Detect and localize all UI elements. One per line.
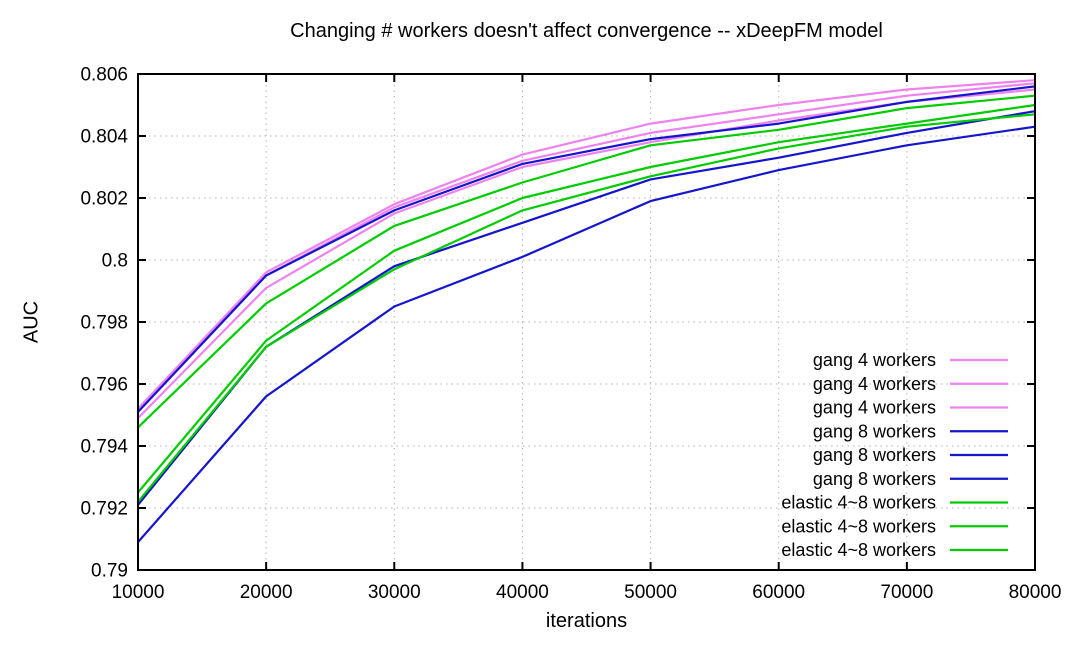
- x-tick-label: 50000: [624, 582, 677, 603]
- legend-label: gang 4 workers: [813, 350, 936, 370]
- series-line-5: [136, 125, 1037, 544]
- y-tick-label: 0.802: [80, 189, 128, 210]
- legend-label: elastic 4~8 workers: [781, 516, 936, 536]
- x-tick-label: 30000: [368, 582, 421, 603]
- series-line-3: [136, 85, 1037, 413]
- legend-label: gang 4 workers: [813, 374, 936, 394]
- x-tick-label: 40000: [496, 582, 549, 603]
- y-tick-label: 0.792: [80, 499, 128, 520]
- x-axis-label: iterations: [545, 610, 628, 632]
- x-tick-label: 20000: [240, 582, 293, 603]
- series-line-7: [136, 103, 1037, 494]
- legend-label: elastic 4~8 workers: [781, 540, 936, 560]
- x-tick-label: 70000: [880, 582, 933, 603]
- y-tick-label: 0.796: [80, 375, 128, 396]
- series-line-0: [136, 79, 1037, 410]
- legend-label: gang 8 workers: [813, 445, 936, 465]
- y-tick-label: 0.79: [91, 561, 128, 582]
- series-line-8: [136, 113, 1037, 503]
- legend-label: elastic 4~8 workers: [781, 493, 936, 513]
- legend-label: gang 4 workers: [813, 398, 936, 418]
- y-tick-label: 0.804: [80, 127, 128, 148]
- y-tick-label: 0.8: [102, 251, 128, 272]
- x-tick-label: 10000: [112, 582, 165, 603]
- y-tick-label: 0.794: [80, 437, 128, 458]
- chart-title: Changing # workers doesn't affect conver…: [290, 20, 883, 42]
- y-tick-label: 0.806: [80, 65, 128, 86]
- y-axis-label: AUC: [20, 300, 43, 344]
- x-tick-label: 80000: [1009, 582, 1062, 603]
- x-tick-label: 60000: [752, 582, 805, 603]
- series-line-6: [136, 94, 1037, 429]
- y-tick-label: 0.798: [80, 313, 128, 334]
- legend-label: gang 8 workers: [813, 421, 936, 441]
- legend-label: gang 8 workers: [813, 469, 936, 489]
